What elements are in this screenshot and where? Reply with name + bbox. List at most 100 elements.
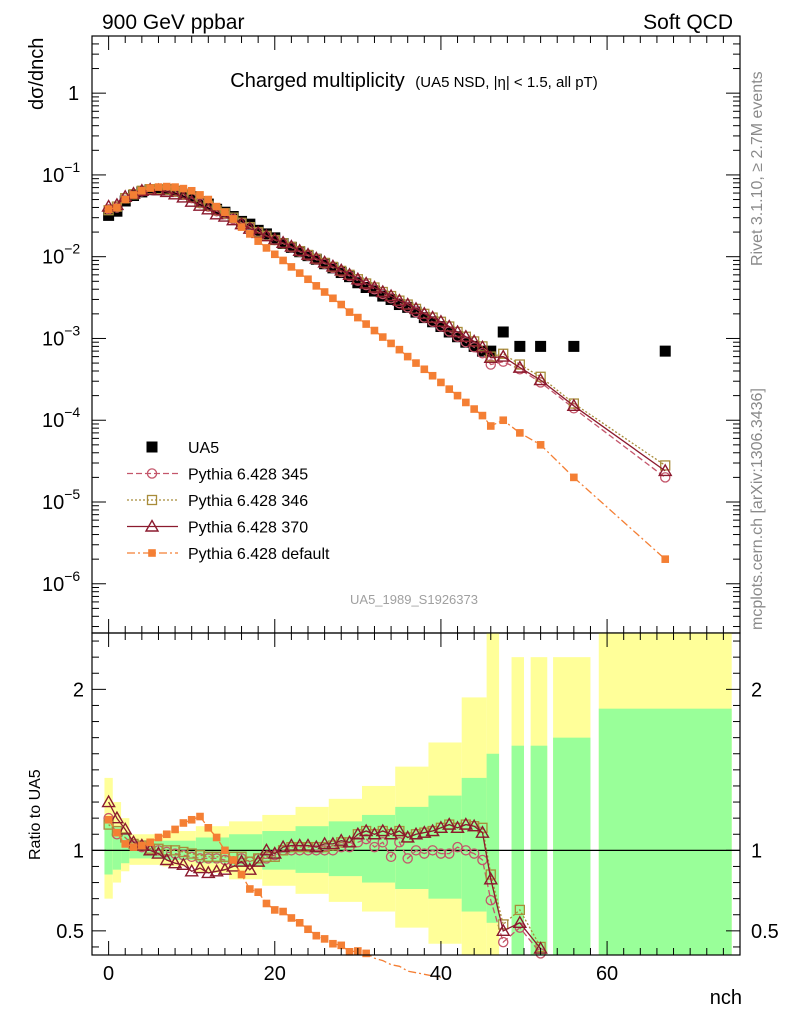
data-point [212,202,221,211]
series-pythia-6-428-370 [101,182,673,477]
ratio-point [468,848,480,859]
data-point [171,183,179,191]
data-point [403,352,412,361]
ratio-point [159,852,174,866]
data-point [535,340,547,352]
data-point [395,345,404,354]
ratio-point [358,823,374,837]
legend: UA5 Pythia 6.428 345 Pythia 6.428 346 Pythi… [127,440,330,563]
ratio-point [295,919,304,927]
data-point [325,259,341,272]
data-point [417,306,432,320]
data-point [375,284,390,298]
ratio-point [169,845,181,856]
main-panel-frame [91,35,741,634]
data-point [304,275,312,284]
data-point [176,190,191,203]
y-tick-label-ratio: 2 [73,679,84,701]
ratio-point [201,865,216,879]
series-pythia-6-428-346 [103,183,671,471]
ratio-point [392,823,407,837]
data-point [570,473,578,482]
data-point [159,184,174,198]
data-point [192,198,208,211]
data-point [237,223,246,231]
ratio-point [221,846,229,855]
data-point [270,250,279,259]
data-point [236,215,248,227]
data-point [254,237,262,245]
legend-label: Pythia 6.428 346 [188,493,308,510]
data-point [184,194,199,207]
data-point [229,215,238,223]
ratio-point [104,815,113,824]
data-point [246,230,254,238]
series-pythia-6-428-345 [103,184,671,483]
ratio-point [497,936,509,948]
ratio-point [279,907,287,916]
ratio-point [259,842,274,856]
data-point [442,319,457,332]
ratio-point [375,823,390,837]
ratio-point [234,854,249,867]
y-tick-label-main: 10−6 [42,568,80,596]
data-point [179,184,188,193]
uncertainty-band-inner [486,753,500,923]
ratio-point [192,860,208,874]
ratio-point [167,855,183,869]
data-point [337,300,346,309]
data-point [433,314,449,327]
data-point [568,340,580,352]
data-point [334,262,349,276]
legend-marker [146,441,158,453]
ratio-point [176,857,191,871]
analysis-id: UA5_1989_S1926373 [350,592,478,607]
ratio-point [443,848,455,859]
uncertainty-band-inner [598,708,732,955]
data-point [194,196,206,208]
data-point [566,398,582,412]
header-left: 900 GeV ppbar [102,11,244,34]
data-point [358,276,374,289]
data-point [317,255,332,268]
data-point [279,256,287,265]
x-axis-label: nch [710,987,742,1009]
data-point [104,205,113,214]
ratio-point [385,851,397,863]
data-point [658,463,673,477]
ratio-point [304,925,312,934]
ratio-point [204,824,213,832]
data-point [458,329,474,342]
data-point [196,191,204,199]
ratio-point [138,841,146,850]
data-point [320,288,329,296]
data-point [201,201,216,215]
uncertainty-band-inner [121,834,130,864]
data-point [499,416,508,425]
series-pythia-6-428-default [104,182,670,563]
data-point [370,326,379,335]
data-point [425,310,440,323]
y-tick-label-main: 1 [68,83,79,105]
data-point [533,372,548,386]
y-axis-label-ratio: Ratio to UA5 [27,769,44,860]
y-tick-label-ratio-right: 0.5 [751,921,779,943]
ratio-point [442,817,457,830]
data-point [350,271,366,285]
ratio-point [312,931,321,940]
ratio-point [267,846,282,859]
data-point [252,224,264,236]
uncertainty-band-inner [461,777,487,912]
chart-subtitle: (UA5 NSD, |η| < 1.5, all pT) [415,74,597,91]
data-point [367,280,382,293]
ratio-point [320,935,329,943]
ratio-point [496,923,511,937]
ratio-point [270,906,279,914]
data-point [167,186,183,200]
ratio-point [196,812,204,821]
ratio-point [512,915,528,928]
data-point [244,218,256,230]
ratio-point [142,842,158,856]
main-panel: 1 10−1 10−2 10−3 10−4 10−5 10−6 Charged multip… [26,35,741,634]
ratio-point [300,838,316,851]
